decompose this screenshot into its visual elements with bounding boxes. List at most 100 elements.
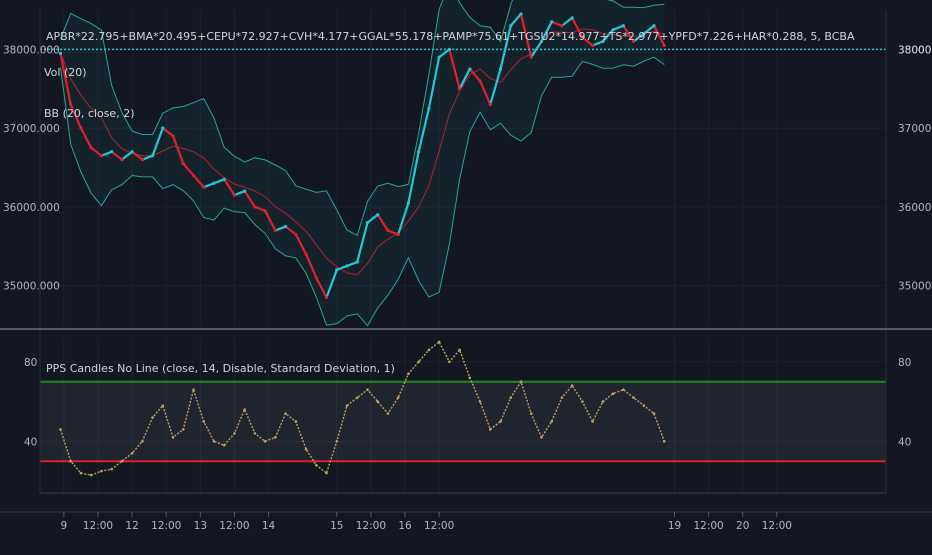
price-point[interactable] bbox=[304, 252, 308, 256]
oscillator-point[interactable] bbox=[315, 463, 318, 467]
price-point[interactable] bbox=[539, 39, 544, 44]
oscillator-point[interactable] bbox=[396, 396, 400, 399]
oscillator-point[interactable] bbox=[212, 440, 216, 443]
oscillator-point[interactable] bbox=[130, 451, 134, 455]
oscillator-point[interactable] bbox=[100, 469, 103, 473]
price-point[interactable] bbox=[89, 146, 93, 150]
oscillator-point[interactable] bbox=[79, 471, 83, 475]
main-price-pane[interactable] bbox=[40, 0, 886, 327]
oscillator-point[interactable] bbox=[151, 416, 154, 419]
price-point[interactable] bbox=[662, 43, 666, 48]
oscillator-point[interactable] bbox=[601, 400, 605, 403]
price-point[interactable] bbox=[324, 295, 329, 300]
oscillator-point[interactable] bbox=[448, 360, 451, 364]
oscillator-point[interactable] bbox=[488, 428, 492, 431]
oscillator-point[interactable] bbox=[509, 396, 513, 399]
price-point[interactable] bbox=[140, 158, 144, 162]
oscillator-pane[interactable] bbox=[40, 340, 886, 477]
price-point[interactable] bbox=[150, 154, 155, 158]
oscillator-point[interactable] bbox=[202, 420, 206, 423]
oscillator-point[interactable] bbox=[355, 396, 359, 399]
oscillator-point[interactable] bbox=[335, 440, 339, 443]
price-point[interactable] bbox=[529, 55, 533, 59]
price-point[interactable] bbox=[130, 150, 134, 154]
oscillator-point[interactable] bbox=[437, 340, 441, 344]
oscillator-point[interactable] bbox=[560, 396, 564, 399]
oscillator-point[interactable] bbox=[458, 348, 461, 352]
price-point[interactable] bbox=[488, 102, 492, 107]
price-point[interactable] bbox=[509, 24, 513, 28]
price-point[interactable] bbox=[355, 260, 359, 264]
oscillator-point[interactable] bbox=[233, 432, 236, 435]
oscillator-point[interactable] bbox=[519, 380, 523, 384]
oscillator-point[interactable] bbox=[304, 447, 308, 451]
price-point[interactable] bbox=[652, 24, 656, 28]
price-point[interactable] bbox=[365, 221, 370, 225]
oscillator-point[interactable] bbox=[243, 408, 246, 411]
price-point[interactable] bbox=[171, 134, 175, 138]
oscillator-point[interactable] bbox=[468, 376, 472, 380]
oscillator-point[interactable] bbox=[161, 404, 165, 407]
oscillator-point[interactable] bbox=[120, 459, 124, 463]
oscillator-point[interactable] bbox=[622, 388, 625, 391]
oscillator-point[interactable] bbox=[89, 473, 93, 477]
oscillator-point[interactable] bbox=[376, 400, 380, 403]
price-point[interactable] bbox=[263, 209, 267, 213]
price-point[interactable] bbox=[232, 193, 237, 197]
price-point[interactable] bbox=[273, 228, 277, 233]
price-point[interactable] bbox=[406, 201, 411, 205]
oscillator-point[interactable] bbox=[192, 388, 195, 391]
price-point[interactable] bbox=[314, 276, 318, 280]
oscillator-point[interactable] bbox=[222, 444, 226, 447]
price-point[interactable] bbox=[437, 55, 441, 59]
price-point[interactable] bbox=[468, 67, 472, 71]
oscillator-point[interactable] bbox=[642, 404, 646, 407]
price-point[interactable] bbox=[580, 35, 584, 40]
price-point[interactable] bbox=[243, 189, 247, 193]
price-point[interactable] bbox=[631, 39, 636, 44]
price-point[interactable] bbox=[69, 102, 73, 107]
oscillator-point[interactable] bbox=[591, 420, 594, 423]
oscillator-point[interactable] bbox=[171, 436, 175, 439]
price-point[interactable] bbox=[642, 32, 646, 36]
price-point[interactable] bbox=[570, 16, 574, 20]
oscillator-point[interactable] bbox=[427, 348, 431, 352]
price-point[interactable] bbox=[99, 154, 104, 158]
price-point[interactable] bbox=[335, 268, 339, 272]
oscillator-point[interactable] bbox=[632, 396, 635, 399]
price-point[interactable] bbox=[161, 126, 165, 130]
price-point[interactable] bbox=[560, 24, 564, 28]
oscillator-point[interactable] bbox=[570, 384, 574, 387]
price-point[interactable] bbox=[294, 232, 298, 237]
price-point[interactable] bbox=[222, 177, 226, 181]
price-point[interactable] bbox=[621, 24, 625, 28]
oscillator-point[interactable] bbox=[274, 436, 277, 439]
price-point[interactable] bbox=[110, 150, 114, 154]
price-point[interactable] bbox=[284, 224, 288, 229]
price-point[interactable] bbox=[519, 12, 523, 16]
oscillator-point[interactable] bbox=[386, 412, 390, 415]
oscillator-point[interactable] bbox=[141, 440, 144, 443]
price-point[interactable] bbox=[58, 51, 63, 55]
price-point[interactable] bbox=[396, 232, 400, 237]
oscillator-point[interactable] bbox=[181, 428, 185, 431]
price-point[interactable] bbox=[611, 28, 615, 32]
oscillator-point[interactable] bbox=[366, 388, 369, 391]
price-point[interactable] bbox=[202, 185, 206, 189]
price-point[interactable] bbox=[591, 43, 595, 48]
price-point[interactable] bbox=[345, 264, 349, 268]
oscillator-point[interactable] bbox=[263, 440, 267, 443]
oscillator-point[interactable] bbox=[611, 392, 615, 395]
oscillator-point[interactable] bbox=[325, 471, 328, 475]
price-point[interactable] bbox=[79, 126, 83, 130]
oscillator-point[interactable] bbox=[540, 436, 543, 439]
oscillator-point[interactable] bbox=[59, 428, 62, 431]
price-point[interactable] bbox=[191, 173, 196, 177]
oscillator-point[interactable] bbox=[69, 459, 73, 463]
oscillator-point[interactable] bbox=[284, 412, 287, 415]
price-point[interactable] bbox=[427, 106, 431, 111]
price-point[interactable] bbox=[386, 228, 390, 233]
oscillator-point[interactable] bbox=[407, 372, 410, 376]
